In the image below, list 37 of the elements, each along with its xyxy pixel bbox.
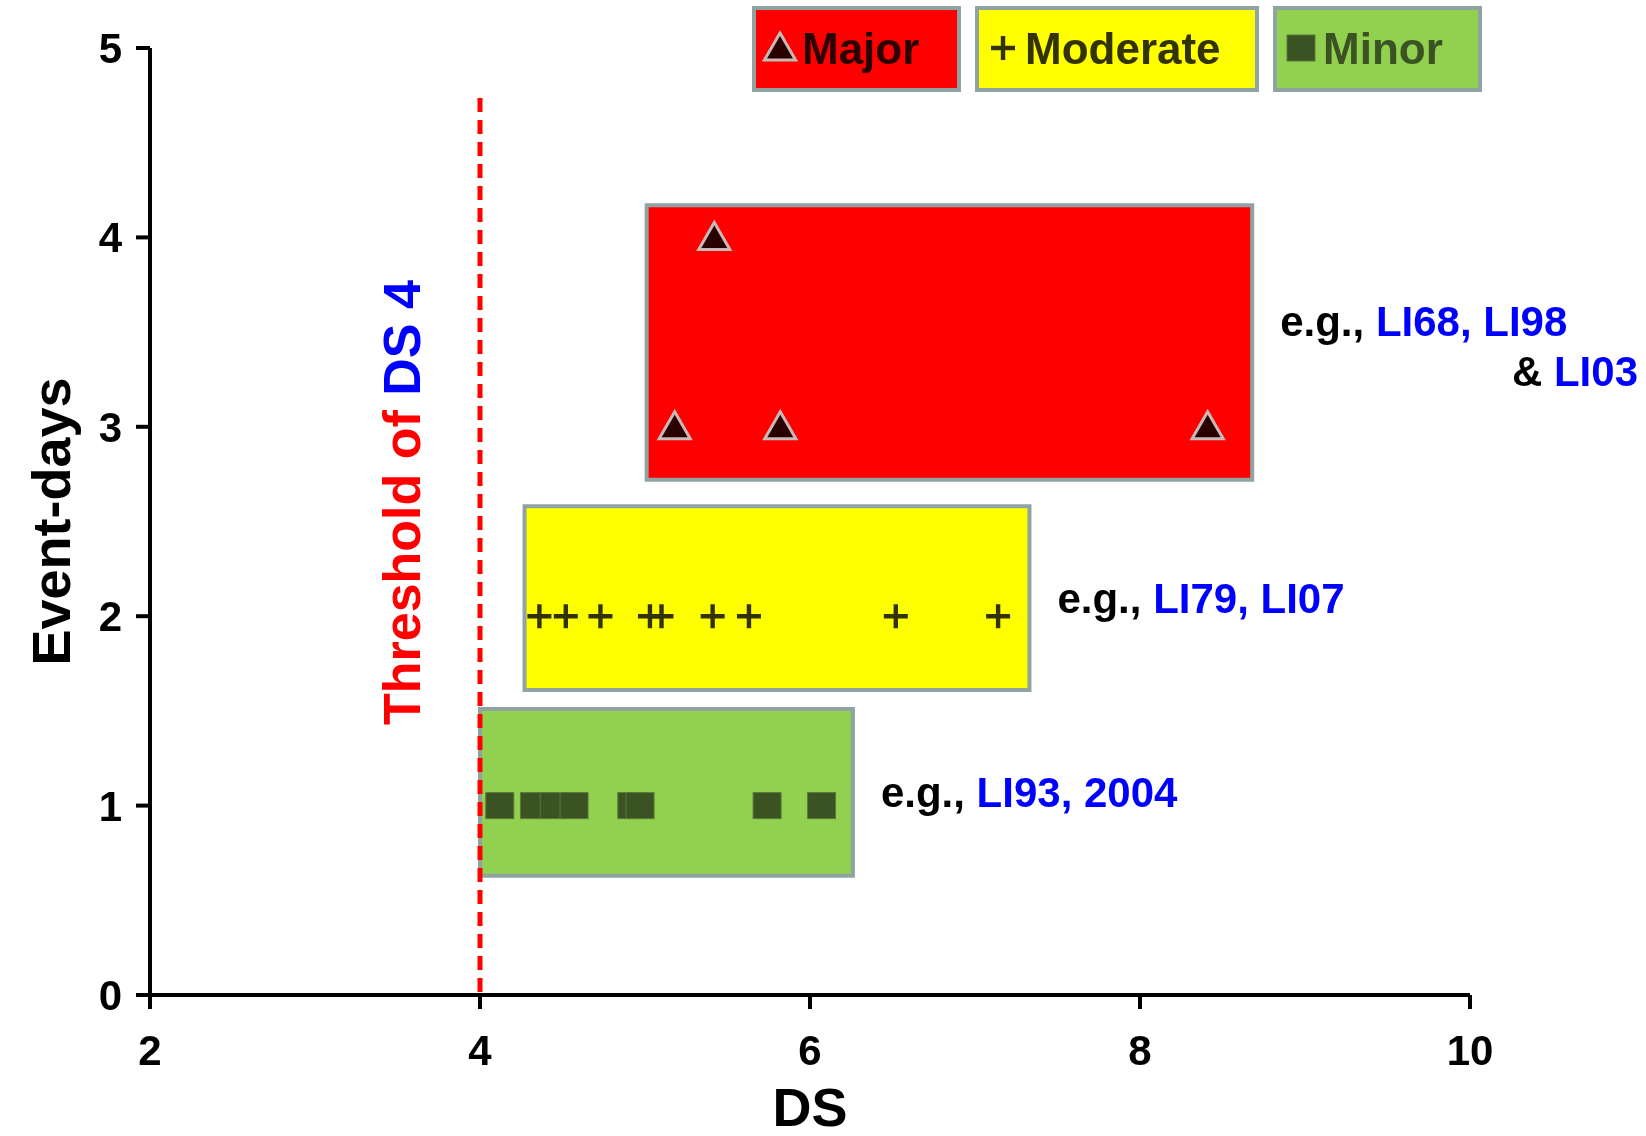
annotation: e.g., LI79, LI07 bbox=[1057, 575, 1345, 623]
point bbox=[553, 604, 578, 629]
x-tick-label: 6 bbox=[798, 1027, 822, 1074]
point bbox=[559, 792, 589, 820]
annotation: e.g., LI93, 2004 bbox=[880, 769, 1179, 817]
point bbox=[1190, 410, 1225, 441]
point bbox=[485, 792, 515, 820]
point bbox=[588, 604, 613, 629]
y-tick-label: 4 bbox=[98, 214, 123, 262]
y-axis-title: Event-days bbox=[21, 377, 81, 666]
point bbox=[807, 792, 837, 820]
x-tick-label: 8 bbox=[1128, 1027, 1152, 1074]
y-tick-label: 2 bbox=[98, 593, 122, 641]
point bbox=[986, 604, 1011, 629]
legend-label: Minor bbox=[1323, 24, 1443, 73]
point bbox=[527, 604, 552, 629]
point bbox=[763, 410, 798, 441]
point bbox=[736, 604, 761, 629]
y-tick-label: 0 bbox=[98, 972, 122, 1019]
point bbox=[752, 792, 782, 820]
point bbox=[700, 604, 725, 629]
point bbox=[883, 604, 908, 629]
y-tick-label: 1 bbox=[98, 782, 122, 830]
annotation: e.g., LI68, LI98 & LI03 bbox=[1280, 297, 1638, 395]
point bbox=[649, 604, 674, 629]
x-tick-label: 4 bbox=[468, 1027, 493, 1074]
ref-line-label: Threshold of DS 4 bbox=[373, 280, 431, 726]
y-tick-label: 5 bbox=[98, 25, 122, 72]
x-axis-title: DS bbox=[772, 1077, 848, 1136]
point bbox=[697, 220, 732, 251]
point bbox=[625, 792, 655, 820]
point bbox=[657, 410, 692, 441]
legend-label: Major bbox=[802, 24, 920, 73]
x-tick-label: 2 bbox=[138, 1027, 162, 1074]
legend-label: Moderate bbox=[1025, 24, 1221, 73]
x-tick-label: 10 bbox=[1446, 1027, 1494, 1074]
y-tick-label: 3 bbox=[98, 403, 122, 451]
